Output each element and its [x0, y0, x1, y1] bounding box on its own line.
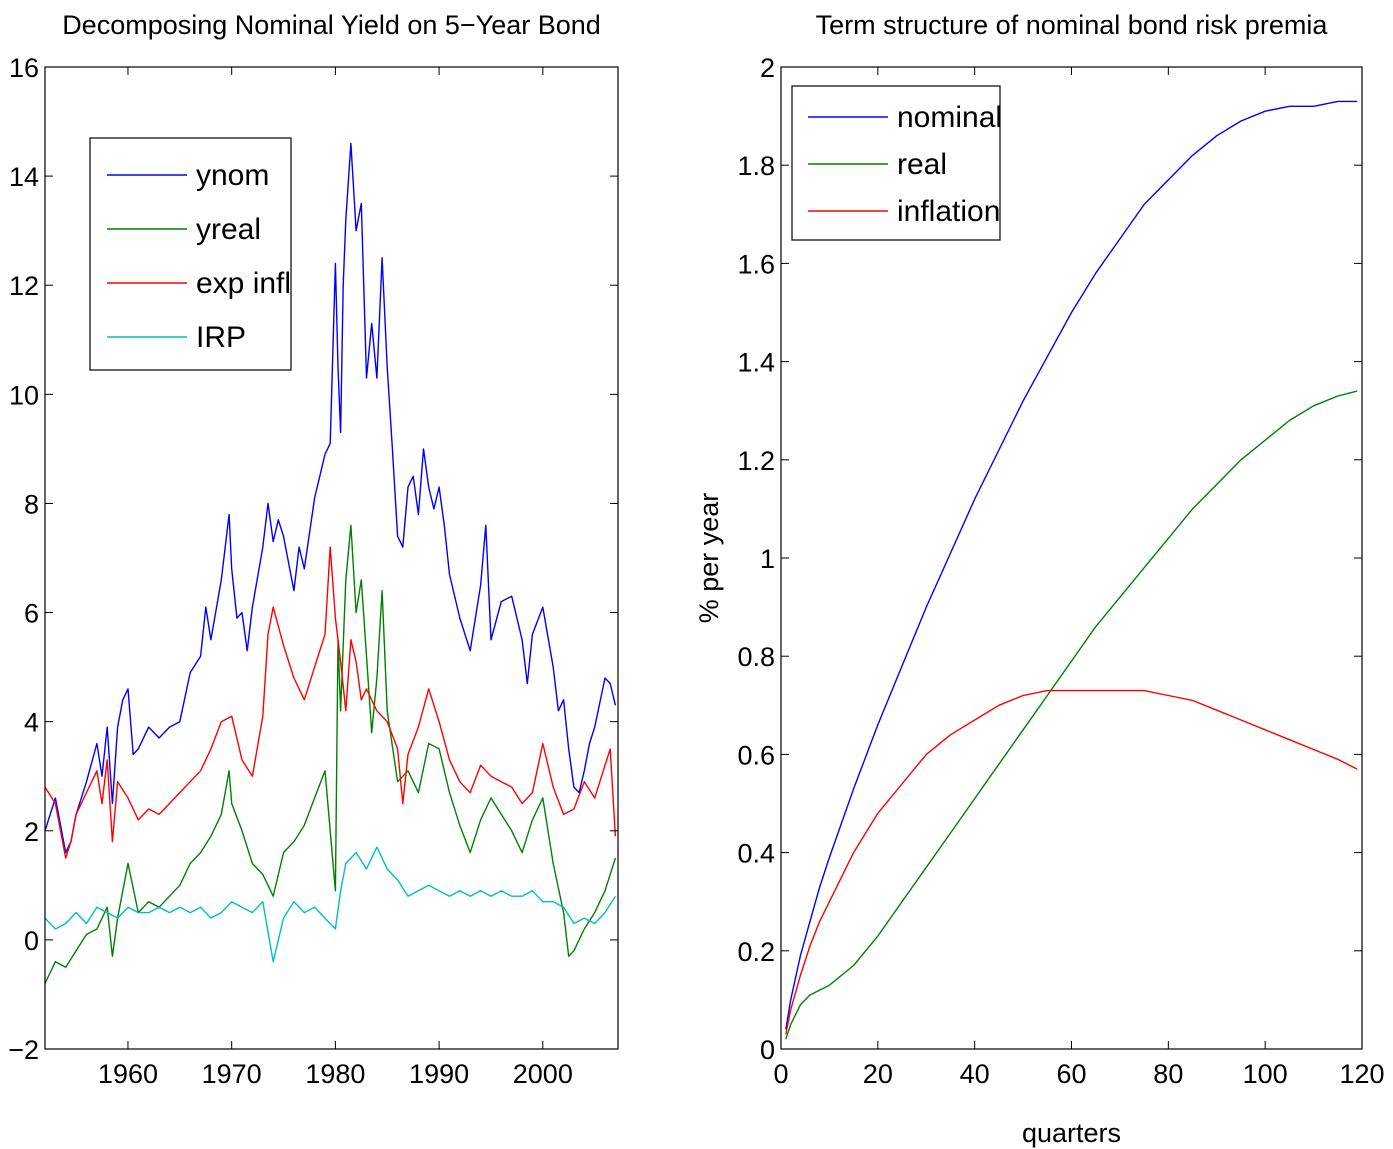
- x-tick-label: 100: [1243, 1059, 1288, 1089]
- x-tick-label: 1990: [409, 1059, 469, 1089]
- y-tick-label: 1.6: [737, 249, 775, 279]
- x-axis-label: quarters: [1022, 1118, 1121, 1148]
- chart-title: Decomposing Nominal Yield on 5−Year Bond: [62, 10, 601, 40]
- legend: nominal real inflation: [791, 85, 1002, 241]
- legend-box: [791, 85, 1001, 241]
- series-line-ynom: [44, 142, 617, 854]
- series-line-nominal: [785, 100, 1358, 1030]
- y-tick-label: 16: [9, 53, 39, 83]
- legend-label: nominal: [897, 101, 1002, 134]
- chart-title: Term structure of nominal bond risk prem…: [816, 10, 1329, 40]
- y-tick-label: 1.8: [737, 151, 775, 181]
- y-tick-label: 0.4: [737, 839, 775, 869]
- y-tick-label: 2: [760, 53, 775, 83]
- y-tick-label: 6: [24, 599, 39, 629]
- plot-frame: [44, 66, 619, 1050]
- y-tick-label: 10: [9, 380, 39, 410]
- x-tick-label: 60: [1056, 1059, 1086, 1089]
- x-tick-label: 1960: [98, 1059, 158, 1089]
- y-tick-label: 1: [760, 544, 775, 574]
- x-tick-label: 20: [863, 1059, 893, 1089]
- x-tick-label: 40: [960, 1059, 990, 1089]
- x-tick-label: 80: [1153, 1059, 1183, 1089]
- x-tick-label: 120: [1339, 1059, 1384, 1089]
- y-tick-label: 1.4: [737, 348, 775, 378]
- y-tick-label: 14: [9, 162, 39, 192]
- x-tick-label: 0: [773, 1059, 788, 1089]
- x-tick-label: 1980: [305, 1059, 365, 1089]
- y-tick-label: 0: [24, 926, 39, 956]
- series-line-IRP: [44, 846, 616, 963]
- y-axis-label: % per year: [694, 493, 724, 624]
- legend-label: real: [897, 148, 947, 181]
- y-tick-label: 1.2: [737, 446, 775, 476]
- y-tick-label: 8: [24, 489, 39, 519]
- y-tick-label: 0: [760, 1035, 775, 1065]
- x-tick-label: 2000: [513, 1059, 573, 1089]
- series-line-real: [785, 390, 1358, 1040]
- series-line-yreal: [44, 524, 617, 984]
- legend-label: IRP: [196, 321, 246, 354]
- legend: ynom yreal exp infl IRP: [89, 137, 292, 371]
- y-tick-label: 0.2: [737, 937, 775, 967]
- series-line-exp-infl: [44, 546, 617, 859]
- y-tick-label: −2: [8, 1035, 39, 1065]
- chart-panel-right: Term structure of nominal bond risk prem…: [694, 10, 1385, 1148]
- chart-panel-left: Decomposing Nominal Yield on 5−Year Bond…: [8, 10, 619, 1089]
- y-tick-label: 4: [24, 708, 39, 738]
- series-line-inflation: [785, 689, 1358, 1035]
- x-tick-label: 1970: [202, 1059, 262, 1089]
- y-tick-label: 12: [9, 271, 39, 301]
- y-tick-label: 2: [24, 817, 39, 847]
- y-tick-label: 0.6: [737, 740, 775, 770]
- legend-box: [89, 137, 292, 371]
- legend-label: inflation: [897, 195, 1000, 228]
- y-tick-label: 0.8: [737, 642, 775, 672]
- legend-label: ynom: [196, 159, 269, 192]
- legend-label: yreal: [196, 213, 261, 246]
- legend-label: exp infl: [196, 267, 291, 300]
